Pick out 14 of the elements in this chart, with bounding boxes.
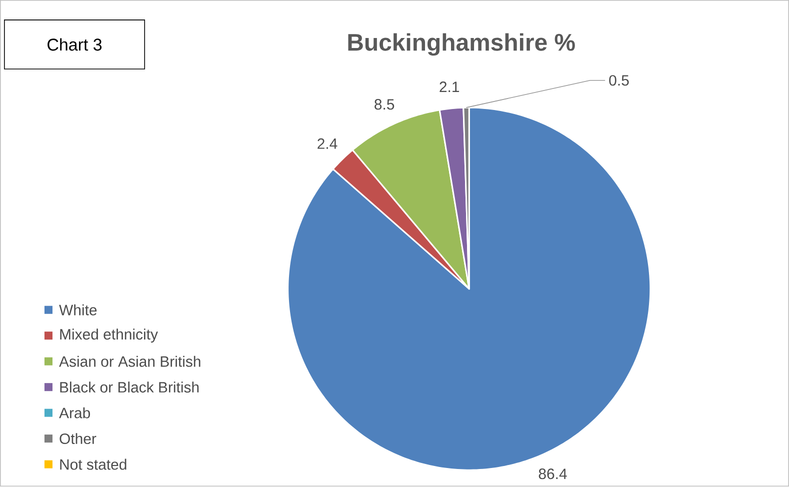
- chart-title: Buckinghamshire %: [348, 33, 575, 56]
- data-label: 8.5: [374, 99, 394, 110]
- legend-label: White: [59, 304, 97, 316]
- caption: Chart 3: [48, 38, 102, 51]
- data-label: 2.4: [318, 138, 338, 150]
- data-label: 86.4: [538, 468, 567, 480]
- legend-label: Not stated: [60, 459, 126, 470]
- legend-label: Asian or Asian British: [59, 356, 200, 368]
- legend-label: Mixed ethnicity: [60, 328, 158, 343]
- legend-label: Arab: [59, 408, 90, 419]
- legend-label: Black or Black British: [60, 382, 199, 393]
- data-label: 0.5: [609, 75, 629, 86]
- data-label: 2.1: [440, 82, 460, 92]
- legend-label: Other: [60, 433, 96, 444]
